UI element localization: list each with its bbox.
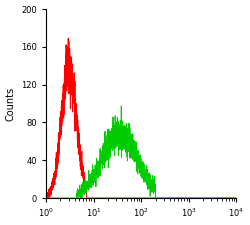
Y-axis label: Counts: Counts xyxy=(6,86,16,121)
